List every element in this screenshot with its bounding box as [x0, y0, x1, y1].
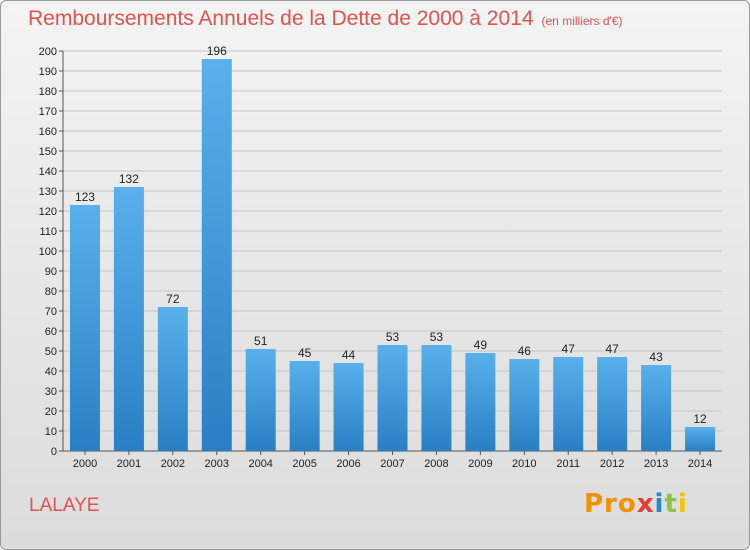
bar-2014 [685, 427, 716, 451]
chart-title-text: Remboursements Annuels de la Dette de 20… [28, 7, 534, 30]
x-tick-label: 2009 [468, 458, 492, 470]
bar-2000 [69, 205, 100, 451]
data-label-2011: 47 [562, 342, 576, 356]
bar-2001 [113, 187, 144, 451]
bar-2002 [157, 307, 188, 451]
data-label-2006: 44 [342, 348, 356, 362]
y-tick-label: 140 [39, 166, 57, 178]
y-tick-label: 30 [45, 386, 57, 398]
data-label-2004: 51 [254, 334, 268, 348]
y-tick-label: 190 [39, 66, 57, 78]
x-tick-label: 2012 [600, 458, 624, 470]
bar-2009 [465, 353, 496, 451]
chart-title: Remboursements Annuels de la Dette de 20… [28, 7, 623, 31]
chart-unit: (en milliers d'€) [541, 14, 623, 28]
y-tick-label: 100 [39, 246, 57, 258]
y-tick-label: 160 [39, 126, 57, 138]
y-tick-label: 50 [45, 346, 57, 358]
data-label-2005: 45 [298, 346, 312, 360]
y-tick-label: 150 [39, 146, 57, 158]
x-tick-label: 2014 [688, 458, 712, 470]
x-tick-label: 2011 [556, 458, 580, 470]
data-label-2013: 43 [649, 350, 663, 364]
data-label-2009: 49 [474, 338, 488, 352]
bar-2003 [201, 59, 232, 451]
bars [69, 59, 716, 451]
x-axis-ticks: 2000 2001 2002 2003 2004 2005 2006 2007 2008 2009… [73, 458, 713, 470]
y-tick-label: 0 [51, 446, 57, 458]
bar-2012 [597, 357, 628, 451]
y-tick-label: 130 [39, 186, 57, 198]
x-tick-label: 2003 [205, 458, 229, 470]
data-label-2001: 132 [119, 172, 139, 186]
data-label-2002: 72 [166, 292, 180, 306]
y-tick-label: 70 [45, 306, 57, 318]
commune-name: LALAYE [29, 495, 100, 516]
data-label-2003: 196 [207, 44, 227, 58]
x-tick-label: 2006 [336, 458, 360, 470]
y-tick-label: 40 [45, 366, 57, 378]
y-tick-label: 200 [39, 46, 57, 58]
x-tick-label: 2008 [424, 458, 448, 470]
data-labels: 123 132 72 196 51 45 44 53 53 49 46 47 47 43 12 [75, 44, 707, 426]
y-tick-label: 80 [45, 286, 57, 298]
data-label-2014: 12 [693, 412, 707, 426]
x-tick-label: 2005 [292, 458, 316, 470]
x-tick-label: 2010 [512, 458, 536, 470]
x-tick-label: 2013 [644, 458, 668, 470]
y-axis-ticks: 0 10 20 30 40 50 60 70 80 90 100 110 120 130 140 150 160… [39, 46, 57, 458]
data-label-2007: 53 [386, 330, 400, 344]
data-label-2000: 123 [75, 190, 95, 204]
y-tick-label: 120 [39, 206, 57, 218]
data-label-2010: 46 [518, 344, 532, 358]
y-tick-label: 180 [39, 86, 57, 98]
bar-2006 [333, 363, 364, 451]
x-tick-label: 2002 [161, 458, 185, 470]
y-tick-label: 60 [45, 326, 57, 338]
x-tick-label: 2004 [248, 458, 272, 470]
x-tick-label: 2007 [380, 458, 404, 470]
y-tick-label: 20 [45, 406, 57, 418]
data-label-2008: 53 [430, 330, 444, 344]
data-label-2012: 47 [605, 342, 619, 356]
y-tick-label: 10 [45, 426, 57, 438]
bar-2013 [641, 365, 672, 451]
bar-2008 [421, 345, 452, 451]
y-tick-label: 170 [39, 106, 57, 118]
y-tick-label: 110 [39, 226, 57, 238]
x-tick-label: 2001 [117, 458, 141, 470]
x-tick-label: 2000 [73, 458, 97, 470]
bar-2005 [289, 361, 320, 451]
bar-2007 [377, 345, 408, 451]
proxiti-logo: Proxiti [584, 489, 688, 519]
bar-2004 [245, 349, 276, 451]
bar-2010 [509, 359, 540, 451]
y-tick-label: 90 [45, 266, 57, 278]
bar-2011 [553, 357, 584, 451]
